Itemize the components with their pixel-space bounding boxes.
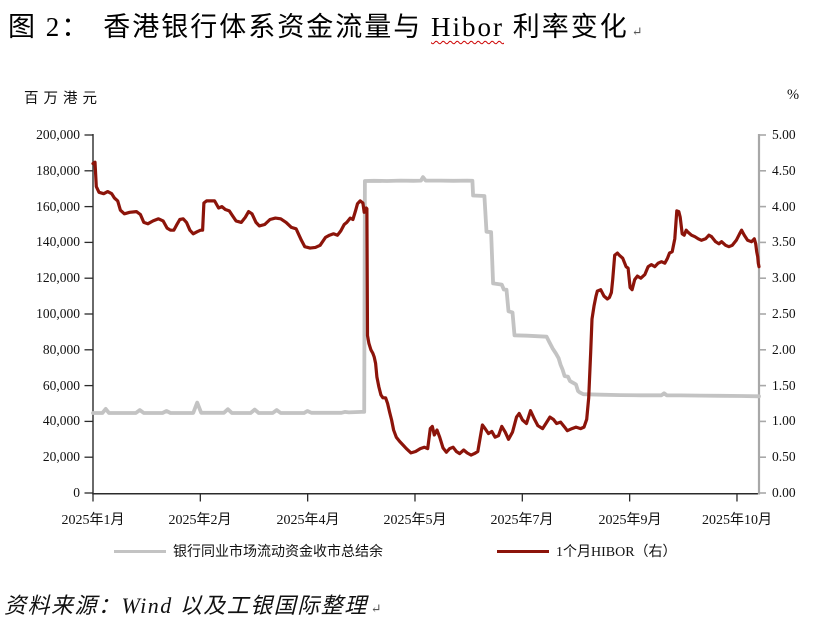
left-tick-label: 60,000 <box>42 378 80 393</box>
x-tick-label: 2025年5月 <box>383 513 447 528</box>
legend-label-balance: 银行同业市场流动资金收市总结余 <box>173 545 383 560</box>
left-tick-label: 40,000 <box>42 413 80 428</box>
x-tick-label: 2025年10月 <box>702 513 772 528</box>
title-text-before: 香港银行体系资金流量与 <box>103 12 431 42</box>
x-tick-label: 2025年4月 <box>276 513 340 528</box>
right-tick-label: 4.00 <box>772 199 796 214</box>
paragraph-mark-icon: ↵ <box>370 601 382 616</box>
hibor-line-sample <box>497 549 549 553</box>
source-note: 资料来源：Wind 以及工银国际整理 ↵ <box>4 588 382 620</box>
right-tick-label: 3.00 <box>772 270 796 285</box>
left-tick-label: 80,000 <box>42 342 80 357</box>
left-tick-label: 120,000 <box>36 270 80 285</box>
right-tick-label: 4.50 <box>772 163 796 178</box>
left-tick-label: 100,000 <box>36 306 80 321</box>
left-axis-unit: 百万港元 <box>24 91 102 107</box>
right-tick-label: 0.00 <box>772 485 796 500</box>
title-text-after: 利率变化 <box>504 12 629 42</box>
figure-number: 图 2： <box>8 12 91 42</box>
legend-label-hibor: 1个月HIBOR（右） <box>556 545 677 560</box>
right-tick-label: 1.50 <box>772 378 796 393</box>
right-tick-label: 0.50 <box>772 449 796 464</box>
x-tick-label: 2025年7月 <box>490 513 554 528</box>
right-tick-label: 2.50 <box>772 306 796 321</box>
legend-item-hibor: 1个月HIBOR（右） <box>497 541 677 561</box>
right-tick-label: 2.00 <box>772 342 796 357</box>
left-tick-label: 20,000 <box>42 449 80 464</box>
title-hibor-term: Hibor <box>431 12 504 42</box>
right-axis-unit: % <box>787 87 800 103</box>
figure-title: 图 2： 香港银行体系资金流量与 Hibor 利率变化 ↵ <box>8 5 643 44</box>
left-tick-label: 200,000 <box>36 127 80 142</box>
left-tick-label: 180,000 <box>36 163 80 178</box>
legend-item-balance: 银行同业市场流动资金收市总结余 <box>114 541 383 561</box>
source-note-text: 资料来源：Wind 以及工银国际整理 <box>4 593 368 618</box>
right-tick-label: 3.50 <box>772 234 796 249</box>
right-tick-label: 1.00 <box>772 413 796 428</box>
left-tick-label: 140,000 <box>36 234 80 249</box>
x-tick-label: 2025年9月 <box>598 513 662 528</box>
right-tick-label: 5.00 <box>772 127 796 142</box>
x-tick-label: 2025年1月 <box>61 513 125 528</box>
left-tick-label: 160,000 <box>36 199 80 214</box>
paragraph-mark-icon: ↵ <box>631 24 643 39</box>
x-tick-label: 2025年2月 <box>168 513 232 528</box>
balance-line-sample <box>114 549 166 553</box>
left-tick-label: 0 <box>73 485 80 500</box>
